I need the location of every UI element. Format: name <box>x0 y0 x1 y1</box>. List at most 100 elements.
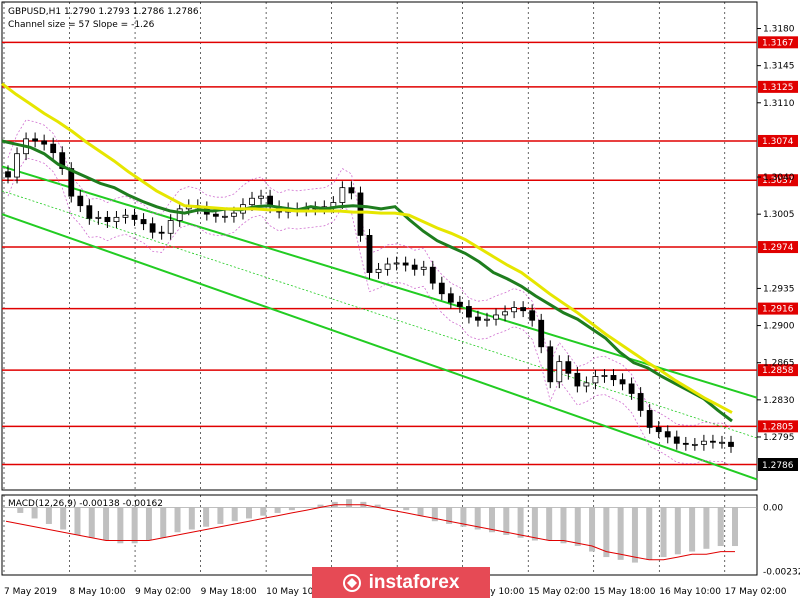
candle-body <box>375 268 382 273</box>
x-tick-label: 9 May 18:00 <box>201 587 257 597</box>
last-price-label: 1.2786 <box>762 461 794 471</box>
x-tick-label: 17 May 02:00 <box>725 587 787 597</box>
macd-histogram-bar <box>617 507 624 560</box>
candle-body <box>95 216 102 219</box>
candle-body <box>637 393 644 411</box>
macd-histogram-bar <box>489 507 495 533</box>
macd-histogram-bar <box>460 507 467 527</box>
candle-body <box>32 138 39 142</box>
macd-histogram-bar <box>31 507 38 519</box>
x-tick-label: 7 May 2019 <box>4 587 57 597</box>
candle-body <box>131 214 138 220</box>
macd-histogram-bar <box>446 507 453 524</box>
candle-body <box>547 346 554 383</box>
level-price-label: 1.2858 <box>762 366 794 376</box>
macd-histogram-bar <box>417 507 424 516</box>
y-tick-label: 1.2865 <box>763 359 795 369</box>
brand-name: instaforex <box>368 571 460 593</box>
x-tick-label: 9 May 02:00 <box>135 587 191 597</box>
macd-histogram-bar <box>274 507 281 513</box>
level-price-label: 1.3037 <box>762 176 794 186</box>
macd-histogram-bar <box>546 507 553 541</box>
candle-body <box>231 212 237 217</box>
moving-average-fast <box>1 139 733 423</box>
candle-body <box>529 310 536 321</box>
level-price-label: 1.2805 <box>762 422 794 432</box>
macd-histogram-bar <box>703 507 710 549</box>
macd-signal-line <box>5 504 735 561</box>
candle-body <box>556 361 563 383</box>
candle-body <box>402 262 409 266</box>
x-tick-label: 15 May 02:00 <box>528 587 590 597</box>
candle-body <box>393 262 400 265</box>
channel-line <box>1 213 758 481</box>
macd-histogram-bar <box>203 507 210 527</box>
level-price-tag <box>758 36 798 49</box>
candle-body <box>691 443 698 446</box>
candle-body <box>339 187 346 203</box>
candle-body <box>610 375 617 381</box>
candle-body <box>140 219 147 225</box>
price-pane <box>1 1 758 491</box>
macd-label: MACD(12,26,9) -0.00138 -0.00162 <box>8 499 163 509</box>
candle-body <box>122 214 129 218</box>
candle-body <box>348 187 355 194</box>
macd-histogram-bar <box>188 507 195 530</box>
candle-body <box>664 431 671 438</box>
last-price-tag <box>758 458 798 471</box>
candle-body <box>158 231 165 234</box>
macd-histogram-bar <box>560 507 567 544</box>
x-tick-label: 8 May 10:00 <box>70 587 126 597</box>
macd-histogram-bar <box>631 507 638 563</box>
macd-histogram-bar <box>603 507 610 558</box>
macd-histogram-bar <box>388 507 395 508</box>
candle-body <box>59 152 66 169</box>
candle-body <box>466 306 472 318</box>
candle-body <box>592 376 599 384</box>
macd-histogram-bar <box>260 507 267 516</box>
candle-body <box>104 216 111 222</box>
channel-label: Channel size = 57 Slope = -1.26 <box>8 20 155 30</box>
y-tick-label: 1.2795 <box>763 433 795 443</box>
y-tick-label: 1.3005 <box>763 210 795 220</box>
candle-body <box>14 153 20 178</box>
level-price-tag <box>758 134 798 147</box>
candle-body <box>86 205 93 219</box>
y-tick-label: 1.3040 <box>763 173 795 183</box>
x-tick-label: 14 May 10:00 <box>463 587 525 597</box>
candle-body <box>484 318 490 321</box>
macd-histogram-bar <box>45 507 52 524</box>
macd-histogram-bar <box>374 504 381 508</box>
level-price-tag <box>758 302 798 315</box>
candle-body <box>258 195 264 199</box>
macd-histogram-bar <box>403 507 410 511</box>
candle-body <box>502 311 508 316</box>
candle-body <box>511 307 518 313</box>
x-tick-label: 10 May 10:00 <box>266 587 328 597</box>
macd-histogram-bar <box>574 507 581 547</box>
candle-body <box>719 441 725 444</box>
candle-body <box>700 440 707 445</box>
macd-histogram-bar <box>317 504 324 508</box>
macd-tick-label: 0.00 <box>763 503 783 513</box>
macd-histogram-bar <box>346 499 353 508</box>
macd-tick-label: -0.00232 <box>763 567 800 577</box>
level-price-label: 1.2974 <box>762 243 794 253</box>
candle-body <box>601 375 608 377</box>
candle-body <box>438 282 445 295</box>
macd-histogram-bar <box>246 507 252 519</box>
macd-histogram-bar <box>74 507 81 535</box>
macd-histogram-bar <box>231 507 238 522</box>
macd-histogram-bar <box>531 507 538 541</box>
macd-histogram-bar <box>503 507 510 535</box>
macd-histogram-bar <box>145 507 152 541</box>
chart-header: GBPUSD,H1 1.2790 1.2793 1.2786 1.2786 <box>8 7 199 17</box>
candle-body <box>475 316 481 321</box>
candle-body <box>77 195 84 207</box>
candle-body <box>429 266 436 284</box>
macd-histogram-bar <box>88 507 95 538</box>
macd-histogram-bar <box>589 507 596 552</box>
level-price-tag <box>758 420 798 433</box>
candle-body <box>149 223 156 233</box>
